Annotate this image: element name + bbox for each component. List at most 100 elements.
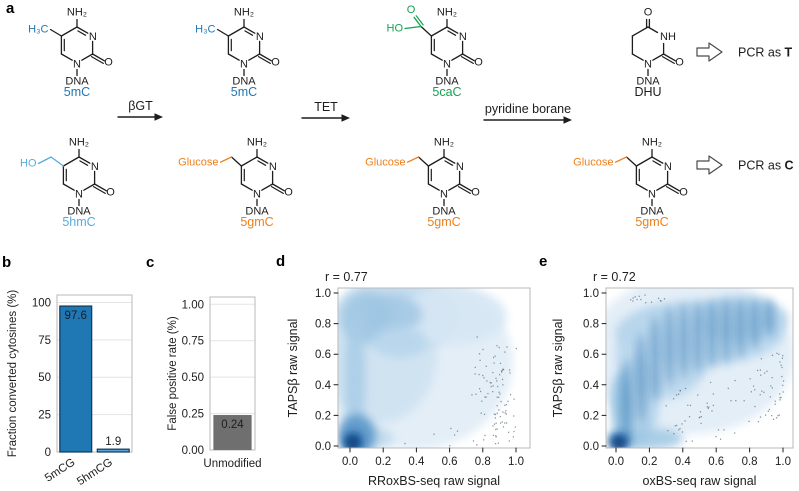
scatter-dot <box>681 423 683 425</box>
scatter-dot <box>492 371 494 374</box>
molecule-name: 5gmC <box>427 215 460 229</box>
scatter-dot <box>513 398 515 400</box>
scatter-dot <box>632 300 634 302</box>
scatter-dot <box>750 391 752 393</box>
amine-label: NH₂ <box>437 7 457 19</box>
y-axis-label: Fraction converted cytosines (%) <box>7 290 19 458</box>
scatter-dot <box>502 411 504 413</box>
atom-oxygen-label: O <box>284 187 293 199</box>
x-tick-label: 1.0 <box>775 456 791 468</box>
scatter-dot <box>481 400 483 402</box>
bond <box>62 183 75 191</box>
bond <box>92 186 106 194</box>
bar-value-label: 1.9 <box>105 436 121 448</box>
arrowhead-icon <box>341 114 350 122</box>
scatter-dot <box>483 439 485 441</box>
scatter-dot <box>730 400 732 402</box>
scatter-dot <box>689 404 692 407</box>
scatter-dot <box>499 374 501 376</box>
density-blob <box>679 302 689 379</box>
y-tick-label: 0.2 <box>583 410 599 422</box>
bond <box>76 26 89 34</box>
scatter-dot <box>476 444 478 446</box>
scatter-dot <box>493 413 495 415</box>
bond <box>60 26 78 37</box>
scatter-dot <box>691 440 693 442</box>
bond <box>652 53 665 61</box>
block-arrow-icon <box>696 42 723 62</box>
scatter-dot <box>781 366 783 369</box>
dna-label: DNA <box>67 206 91 218</box>
panel-b-label: b <box>2 254 12 271</box>
density-blob <box>364 295 422 334</box>
block-arrow-icon <box>696 155 723 175</box>
scatter-dot <box>766 370 768 372</box>
scatter-dot <box>659 300 662 302</box>
scatter-dot <box>697 394 699 396</box>
scatter-dot <box>472 440 475 442</box>
scatter-dot <box>493 356 495 359</box>
x-tick-label: Unmodified <box>203 458 261 470</box>
bond <box>448 183 461 191</box>
scatter-dot <box>679 427 681 430</box>
atom-nitrogen-label: N <box>256 31 264 43</box>
scatter-dot <box>500 370 503 372</box>
scatter-dot <box>770 385 772 387</box>
methyl-label: H₃C <box>28 24 48 36</box>
scatter-dot <box>501 421 503 423</box>
scatter-dot <box>636 298 638 301</box>
scatter-dot <box>492 385 494 387</box>
scatter-dot <box>771 354 774 357</box>
bond <box>50 156 65 167</box>
scatter-dot <box>657 297 660 300</box>
scatter-dot <box>494 355 496 357</box>
atom-oxygen-label: O <box>271 57 280 69</box>
bond <box>261 183 274 191</box>
scatter-dot <box>500 400 502 403</box>
plot-frame <box>337 287 531 449</box>
molecule-name: 5mC <box>231 85 257 99</box>
scatter-dot <box>475 393 477 395</box>
atom-nitrogen-label: N <box>443 58 451 70</box>
scatter-dot <box>483 377 485 379</box>
density-blob <box>347 437 358 448</box>
scatter-dot <box>734 379 736 382</box>
molecule-diagram: N O N DNA NH₂ H₃C 5mC <box>195 7 280 100</box>
y-axis-label: TAPSβ raw signal <box>286 319 300 418</box>
scatter-dot <box>771 414 773 417</box>
y-tick-label: 1.0 <box>583 288 599 300</box>
scatter-dot <box>706 402 708 404</box>
scatter-dot <box>700 416 702 418</box>
scatter-dot <box>496 380 498 382</box>
scatter-dot <box>735 400 737 402</box>
scatter-dot <box>687 404 689 407</box>
bond <box>625 156 638 167</box>
scatter-dot <box>685 440 687 443</box>
bond <box>227 26 245 37</box>
scatter-dot <box>754 405 756 408</box>
scatter-dot <box>505 410 507 412</box>
y-tick-label: 0.8 <box>583 319 599 331</box>
reaction-label: βGT <box>128 99 153 113</box>
scatter-dot <box>496 405 498 407</box>
atom-nitrogen-label: N <box>253 188 261 200</box>
scatter-dot <box>504 412 506 414</box>
scatter-dot <box>650 301 653 303</box>
scatter-dot <box>708 406 710 408</box>
scatter-dot <box>720 438 722 440</box>
molecule-diagram: N O N DNA NH₂ Glucose 5gmC <box>573 137 688 230</box>
scatter-dot <box>496 345 498 347</box>
atom-nitrogen-label: N <box>75 188 83 200</box>
scatter-dot <box>663 298 666 300</box>
density-blob <box>750 298 760 350</box>
molecule-diagram: N O N DNA NH₂ Glucose 5gmC <box>178 137 293 230</box>
scatter-dot <box>782 391 784 393</box>
scatter-dot <box>771 387 773 389</box>
bond <box>244 30 254 36</box>
panel-c-label: c <box>146 254 155 271</box>
y-tick-label: 0.4 <box>583 380 600 392</box>
scatter-dot <box>749 378 751 380</box>
atom-oxygen-label: O <box>644 7 653 19</box>
x-tick-label: 0.4 <box>675 456 692 468</box>
panel-e-label: e <box>539 253 548 270</box>
